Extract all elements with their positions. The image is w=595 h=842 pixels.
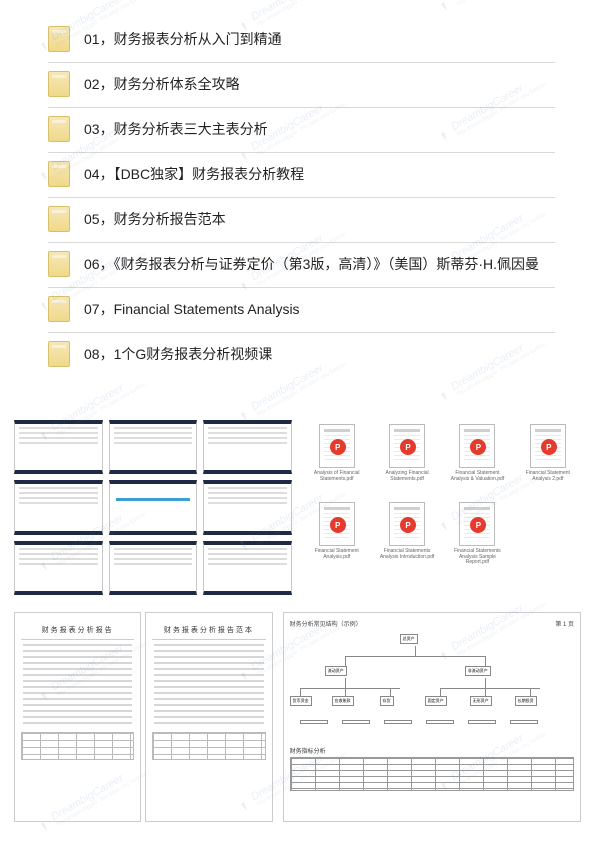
thumbnail-row: P Analysis of Financial Statements.pdf P An… (14, 420, 581, 595)
slide-thumbnail (109, 541, 198, 595)
tree-node (300, 720, 328, 724)
pdf-caption: Financial Statement Analysis.pdf (307, 549, 367, 560)
folder-icon (48, 71, 70, 97)
diagram-table (290, 757, 574, 791)
folder-icon (48, 161, 70, 187)
tree-node: 应收账款 (332, 696, 354, 706)
tree-node: 固定资产 (425, 696, 447, 706)
pdf-caption: Financial Statement Analysis & Valuation… (447, 471, 507, 482)
list-item[interactable]: 06，《财务报表分析与证券定价（第3版，高清）》（美国）斯蒂芬·H.佩因曼 (48, 243, 555, 288)
slide-thumbnail (14, 480, 103, 534)
pdf-file[interactable]: P Financial Statements Analysis Sample Re… (444, 502, 510, 574)
pdf-badge-icon: P (470, 517, 486, 533)
pdf-file[interactable]: P Analysis of Financial Statements.pdf (304, 424, 370, 496)
list-item[interactable]: 07，Financial Statements Analysis (48, 288, 555, 333)
slide-thumbnail (203, 541, 292, 595)
tree-node: 非流动资产 (465, 666, 491, 676)
item-label: 04，【DBC独家】财务报表分析教程 (84, 164, 304, 184)
list-item[interactable]: 01，财务报表分析从入门到精通 (48, 18, 555, 63)
diagram-header-right: 第 1 页 (555, 619, 574, 628)
folder-icon (48, 206, 70, 232)
tree-node (384, 720, 412, 724)
item-label: 08，1个G财务报表分析视频课 (84, 344, 272, 364)
doc-page-1: 财务报表分析报告 (14, 612, 141, 822)
pdf-caption: Financial Statement Analysis 2.pdf (518, 471, 578, 482)
tree-node: 长期投资 (515, 696, 537, 706)
tree-node: 流动资产 (325, 666, 347, 676)
doc-title: 财务报表分析报告 (21, 621, 134, 640)
pdf-file[interactable]: P Financial Statements Analysis Introduct… (374, 502, 440, 574)
item-label: 06，《财务报表分析与证券定价（第3版，高清）》（美国）斯蒂芬·H.佩因曼 (84, 254, 539, 274)
slide-thumbnail (109, 480, 198, 534)
pdf-badge-icon: P (541, 439, 557, 455)
pdf-file[interactable]: P Financial Statement Analysis.pdf (304, 502, 370, 574)
tree-node: 总资产 (400, 634, 418, 644)
diagram-header-left: 财务分析常见结构（示例） (290, 619, 362, 628)
tree-node (468, 720, 496, 724)
mini-table (152, 732, 265, 760)
list-item[interactable]: 03，财务分析表三大主表分析 (48, 108, 555, 153)
pdf-caption: Analysis of Financial Statements.pdf (307, 471, 367, 482)
folder-icon (48, 296, 70, 322)
pdf-badge-icon: P (470, 439, 486, 455)
slide-thumbnail (14, 420, 103, 474)
doc-title: 财务报表分析报告范本 (152, 621, 265, 640)
slide-thumbnail (109, 420, 198, 474)
list-item[interactable]: 02，财务分析体系全攻略 (48, 63, 555, 108)
pdf-caption: Financial Statements Analysis Introducti… (377, 549, 437, 560)
doc-page-2: 财务报表分析报告范本 (145, 612, 272, 822)
bottom-previews: 财务报表分析报告 财务报表分析报告范本 财务分析常见结构（示例） 第 1 页 (14, 612, 581, 822)
course-folder-list: 01，财务报表分析从入门到精通 02，财务分析体系全攻略 03，财务分析表三大主… (0, 0, 595, 377)
folder-icon (48, 26, 70, 52)
pdf-badge-icon: P (330, 439, 346, 455)
tree-node: 存货 (380, 696, 394, 706)
item-label: 05，财务分析报告范本 (84, 209, 226, 229)
list-item[interactable]: 08，1个G财务报表分析视频课 (48, 333, 555, 377)
pdf-file[interactable]: P Analyzing Financial Statements.pdf (374, 424, 440, 496)
folder-icon (48, 341, 70, 367)
pdf-grid-preview: P Analysis of Financial Statements.pdf P An… (304, 420, 582, 595)
pdf-file[interactable]: P Financial Statement Analysis 2.pdf (515, 424, 581, 496)
tree-node (342, 720, 370, 724)
pdf-caption: Analyzing Financial Statements.pdf (377, 471, 437, 482)
mini-table (21, 732, 134, 760)
list-item[interactable]: 05，财务分析报告范本 (48, 198, 555, 243)
pdf-badge-icon: P (330, 517, 346, 533)
tree-node: 无形资产 (470, 696, 492, 706)
list-item[interactable]: 04，【DBC独家】财务报表分析教程 (48, 153, 555, 198)
item-label: 01，财务报表分析从入门到精通 (84, 29, 282, 49)
org-chart-preview: 财务分析常见结构（示例） 第 1 页 总资产流动资产 非流动资产货币资金 应收账款 存… (283, 612, 581, 822)
folder-icon (48, 116, 70, 142)
slide-thumbnail (203, 480, 292, 534)
tree-node (510, 720, 538, 724)
item-label: 03，财务分析表三大主表分析 (84, 119, 268, 139)
document-pair: 财务报表分析报告 财务报表分析报告范本 (14, 612, 273, 822)
tree-node (426, 720, 454, 724)
slide-thumbnail (14, 541, 103, 595)
item-label: 02，财务分析体系全攻略 (84, 74, 240, 94)
pdf-badge-icon: P (400, 517, 416, 533)
pdf-badge-icon: P (400, 439, 416, 455)
pdf-file[interactable]: P Financial Statement Analysis & Valuatio… (444, 424, 510, 496)
slide-grid-preview (14, 420, 292, 595)
pdf-caption: Financial Statements Analysis Sample Rep… (447, 549, 507, 566)
folder-icon (48, 251, 70, 277)
slide-thumbnail (203, 420, 292, 474)
diagram-section-title: 财务指标分析 (290, 746, 574, 755)
item-label: 07，Financial Statements Analysis (84, 299, 300, 319)
tree-node: 货币资金 (290, 696, 312, 706)
